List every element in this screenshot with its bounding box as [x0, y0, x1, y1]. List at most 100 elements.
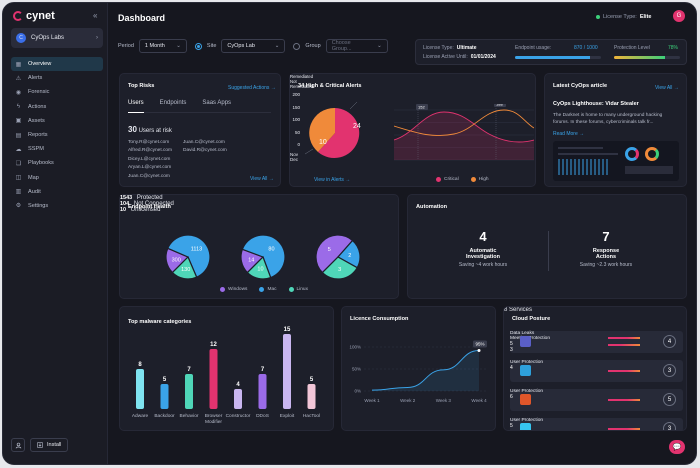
- list-item[interactable]: Tony.R@cynet.com: [128, 140, 170, 145]
- license-type-label: License Type:: [603, 14, 637, 20]
- category-label: Behavior: [180, 413, 199, 419]
- period-select[interactable]: 1 Month ⌄: [138, 39, 187, 53]
- marker-value: 188: [496, 104, 503, 107]
- collapse-sidebar-icon[interactable]: «: [93, 11, 98, 20]
- bar-value-label: 7: [187, 367, 191, 373]
- chat-icon[interactable]: 💬: [669, 440, 685, 454]
- book-icon: ❏: [15, 160, 22, 167]
- read-more-link[interactable]: Read More →: [553, 131, 585, 137]
- period-label: Period: [118, 43, 134, 49]
- endpoint-health-title: Endpoint Health: [128, 204, 171, 210]
- bar-backdoor[interactable]: [160, 384, 169, 409]
- filter-bar: Period 1 Month ⌄ Site CyOps Lab ⌄ Group …: [118, 39, 388, 53]
- licence-line[interactable]: [371, 350, 480, 391]
- automation-card: Automation 4 Automatic Investigation Sav…: [407, 194, 687, 299]
- endpoint-pie: 300 1113 130: [165, 234, 211, 280]
- bar-ddos[interactable]: [258, 374, 267, 409]
- sidebar-item-sspm[interactable]: ☁ SSPM: [11, 142, 103, 156]
- posture-score: 3: [663, 422, 676, 430]
- cloud-posture-row[interactable]: Data Leaks Meeting Protection 5 3 4: [510, 331, 683, 353]
- sidebar-item-actions[interactable]: ϟ Actions: [11, 100, 103, 114]
- site-radio[interactable]: [194, 42, 202, 50]
- group-radio[interactable]: [293, 42, 301, 50]
- pie-slice-windows[interactable]: [315, 234, 354, 274]
- article-section-title: Latest CyOps article: [553, 83, 608, 89]
- cloud-posture-row[interactable]: User Protection 5 3: [510, 418, 683, 430]
- sidebar-item-alerts[interactable]: ⚠ Alerts: [11, 71, 103, 85]
- posture-bar: [608, 370, 640, 372]
- bar-constructor[interactable]: [234, 389, 242, 409]
- cloud-posture-row[interactable]: User Protection 6 5: [510, 389, 683, 411]
- list-item[interactable]: David.R@cynet.com: [183, 148, 227, 154]
- sidebar-item-label: Assets: [28, 117, 45, 124]
- posture-score: 3: [663, 364, 676, 377]
- box-icon: ▣: [15, 118, 22, 125]
- sidebar-item-label: Map: [28, 174, 39, 181]
- pie-slice-mac[interactable]: [166, 234, 211, 279]
- article-heading[interactable]: CyOps Lighthouse: Vidar Stealer: [553, 101, 639, 107]
- license-type-row: License Type: Ultimate: [423, 45, 477, 51]
- sidebar-item-audit[interactable]: ▥ Audit: [11, 185, 103, 199]
- view-all-link[interactable]: View All →: [250, 176, 274, 182]
- sidebar-item-settings[interactable]: ⚙ Settings: [11, 199, 103, 213]
- sidebar-item-forensic[interactable]: ◉ Forensic: [11, 85, 103, 99]
- category-label: Exploit: [280, 413, 295, 419]
- sidebar-item-label: Forensic: [28, 89, 50, 96]
- page-title: Dashboard: [118, 13, 166, 23]
- article-thumbnail[interactable]: [553, 141, 679, 181]
- sidebar-item-overview[interactable]: ▦ Overview: [11, 57, 103, 72]
- critical-line[interactable]: [394, 111, 534, 143]
- site-value: CyOps Lab: [227, 43, 255, 49]
- user-profile-icon[interactable]: [11, 438, 25, 452]
- install-button[interactable]: Install: [30, 438, 69, 452]
- pie-slice-linux[interactable]: [321, 256, 359, 280]
- posture-value: 6: [510, 394, 513, 400]
- y-tick-label: 100%: [349, 345, 361, 350]
- sidebar-item-reports[interactable]: ▤ Reports: [11, 128, 103, 142]
- endpoint-group-header: 104 Not Connected: [120, 201, 174, 207]
- period-value: 1 Month: [144, 43, 165, 49]
- bar-browser-modifier[interactable]: [209, 349, 218, 409]
- tab-users[interactable]: Users: [128, 100, 144, 113]
- legend-critical: Critical: [436, 177, 459, 182]
- risk-users-col1: Tony.R@cynet.com Alfred.R@cynet.com Dice…: [128, 140, 172, 182]
- list-item[interactable]: Aryan.L@cynet.com: [128, 165, 172, 171]
- pie-slice-mac[interactable]: [241, 234, 286, 279]
- cloud-posture-row[interactable]: User Protection 4 3: [510, 360, 683, 382]
- list-item[interactable]: Juan.C@cynet.com: [183, 140, 225, 145]
- sidebar-item-playbooks[interactable]: ❏ Playbooks: [11, 156, 103, 170]
- tab-endpoints[interactable]: Endpoints: [159, 100, 187, 106]
- view-in-alerts-link[interactable]: View in Alerts →: [314, 177, 351, 183]
- user-avatar[interactable]: G: [673, 10, 685, 22]
- site-select[interactable]: CyOps Lab ⌄: [221, 39, 286, 53]
- view-all-articles-link[interactable]: View All →: [655, 85, 679, 91]
- slice-value: 1113: [191, 247, 202, 253]
- suggested-actions-link[interactable]: Suggested Actions →: [228, 85, 276, 91]
- high-slice[interactable]: [309, 107, 335, 152]
- group-select[interactable]: Choose Group... ⌄: [325, 39, 388, 53]
- bar-exploit[interactable]: [283, 334, 291, 409]
- category-label: Browser: [205, 413, 223, 419]
- critical-slice[interactable]: [318, 108, 360, 158]
- users-at-risk-count: 30: [128, 125, 137, 134]
- list-item[interactable]: Alfred.R@cynet.com: [128, 148, 173, 154]
- slice-value: 130: [181, 267, 190, 273]
- users-at-risk: 30 Users at risk: [128, 125, 172, 134]
- last-point[interactable]: [477, 349, 481, 353]
- high-line[interactable]: [394, 109, 534, 137]
- sidebar-item-map[interactable]: ◫ Map: [11, 171, 103, 185]
- bar-hactool[interactable]: [307, 384, 316, 409]
- tab-saas-apps[interactable]: Saas Apps: [202, 100, 232, 106]
- bar-behavior[interactable]: [185, 374, 193, 409]
- pie-slice-linux[interactable]: [246, 255, 272, 280]
- sidebar: cynet « C CyOps Labs › ▦ Overview ⚠ Alerts ◉…: [3, 3, 108, 464]
- pie-slice-linux[interactable]: [171, 255, 198, 280]
- sidebar-item-label: Playbooks: [28, 160, 54, 167]
- list-item[interactable]: Dicey.L@cynet.com: [128, 156, 171, 162]
- org-selector[interactable]: C CyOps Labs ›: [11, 28, 103, 48]
- sidebar-item-assets[interactable]: ▣ Assets: [11, 114, 103, 128]
- cynet-logo[interactable]: cynet: [13, 10, 55, 22]
- bar-adware[interactable]: [136, 369, 144, 409]
- list-item[interactable]: Juan.C@cynet.com: [128, 173, 170, 179]
